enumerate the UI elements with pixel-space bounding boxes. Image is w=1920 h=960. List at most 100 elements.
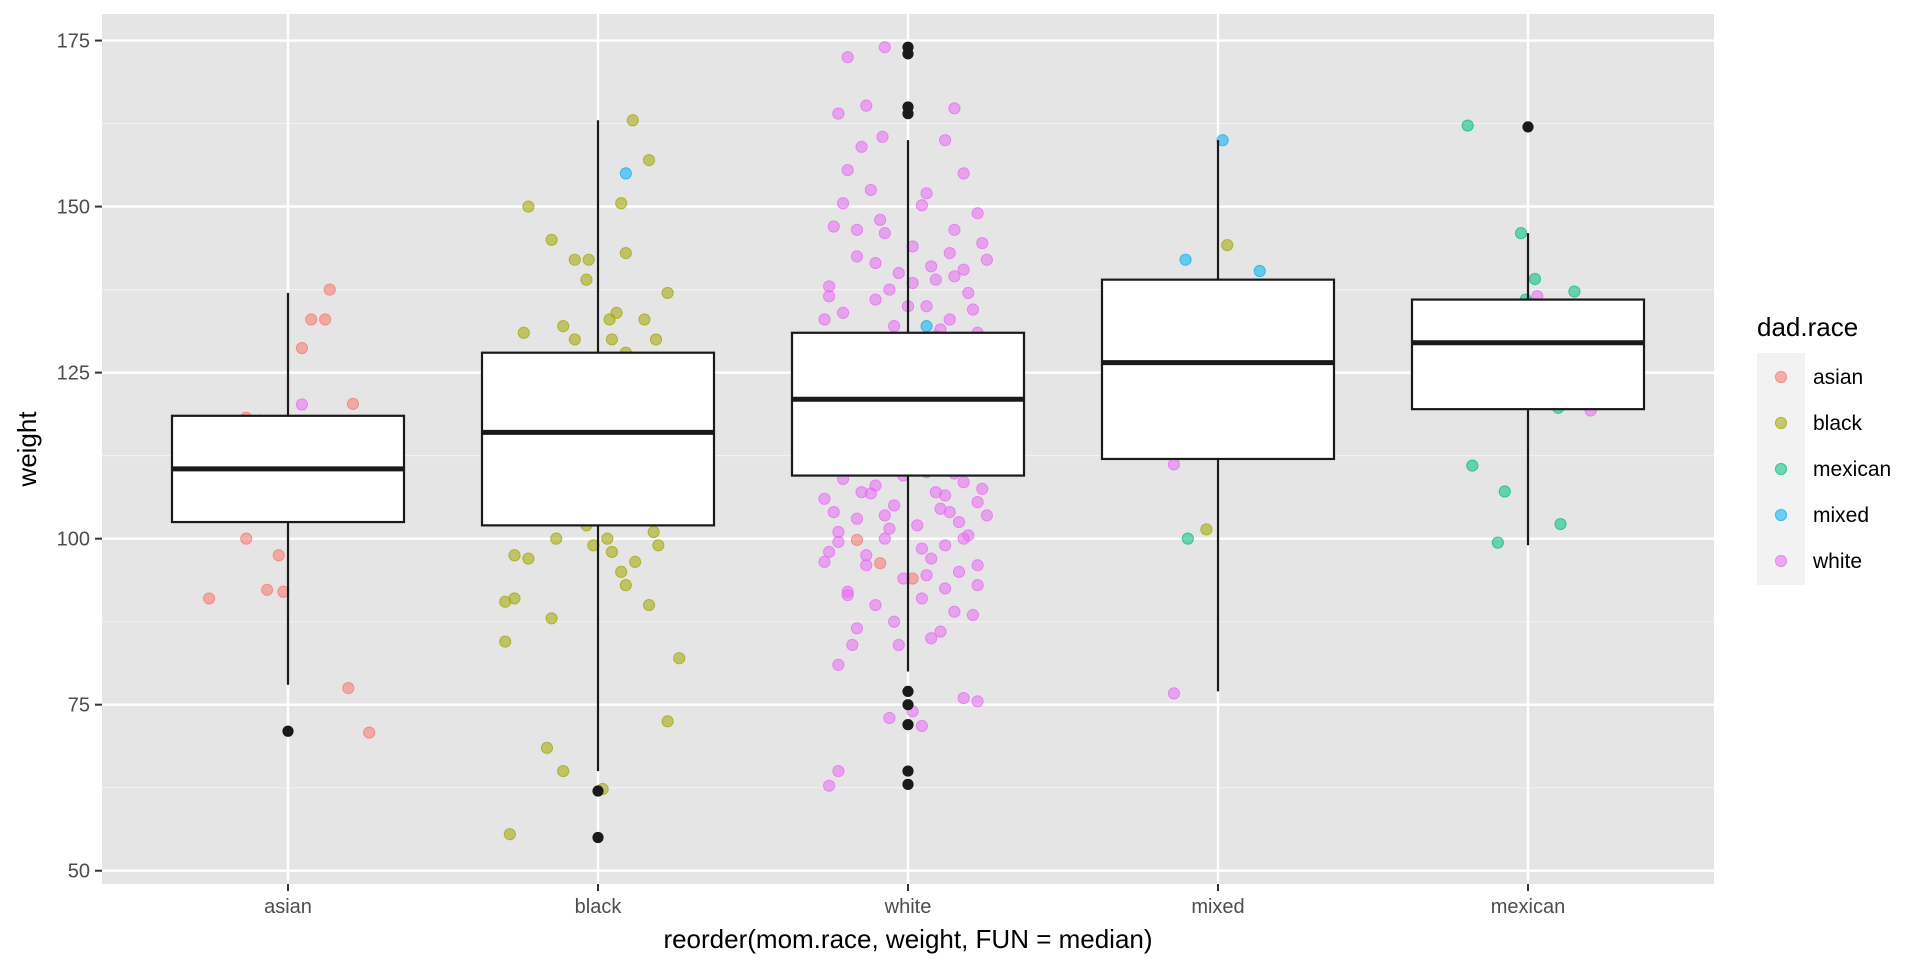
jitter-point-black (642, 154, 656, 167)
jitter-point-white (836, 306, 850, 319)
jitter-point-asian (261, 583, 274, 596)
outlier-point (902, 699, 914, 711)
outlier-point (902, 778, 914, 790)
x-tick-label: white (884, 896, 932, 918)
jitter-point-white (920, 569, 933, 582)
x-axis: asian black white mixed mexican (264, 884, 1565, 918)
outlier-point (902, 719, 914, 731)
jitter-point-black (661, 286, 674, 300)
jitter-point-white (948, 223, 961, 236)
jitter-point-white (952, 565, 966, 578)
jitter-point-black (508, 549, 521, 562)
y-tick-label: 100 (57, 529, 90, 551)
jitter-point-white (878, 41, 891, 54)
box-iqr (1100, 278, 1336, 461)
y-tick-label: 150 (57, 197, 90, 219)
outlier-point (282, 725, 294, 737)
jitter-point-white (876, 130, 889, 143)
jitter-point-white (841, 589, 854, 602)
jitter-point-black (540, 741, 554, 754)
legend-key-asian (1774, 370, 1788, 384)
jitter-point-asian (850, 533, 864, 547)
jitter-point-white (883, 711, 896, 725)
jitter-point-asian (203, 592, 216, 605)
jitter-point-mixed (619, 167, 632, 180)
jitter-point-mixed (920, 320, 933, 333)
jitter-point-black (568, 253, 581, 266)
jitter-point-mexican (1461, 119, 1474, 132)
jitter-point-asian (295, 341, 309, 355)
jitter-point-white (827, 505, 840, 519)
jitter-point-black (642, 598, 656, 612)
x-tick-label: mexican (1491, 896, 1565, 918)
jitter-point-asian (272, 549, 285, 562)
outlier-point (592, 831, 604, 844)
jitter-point-white (878, 509, 891, 522)
jitter-point-black (503, 828, 516, 841)
jitter-point-white (892, 266, 905, 280)
jitter-point-white (883, 283, 896, 296)
jitter-point-white (971, 207, 984, 220)
jitter-point-black (582, 253, 595, 266)
jitter-point-white (943, 313, 956, 326)
jitter-point-white (966, 608, 980, 622)
jitter-point-black (580, 273, 593, 286)
jitter-point-black (568, 333, 581, 346)
jitter-point-white (971, 579, 984, 592)
y-tick-label: 75 (68, 695, 90, 717)
jitter-point-white (887, 320, 901, 333)
jitter-point-white (915, 719, 929, 733)
jitter-point-white (957, 167, 970, 180)
jitter-point-black (610, 306, 623, 319)
jitter-point-white (295, 398, 309, 411)
jitter-point-white (1167, 687, 1181, 700)
jitter-point-black (605, 333, 619, 346)
legend-entries: asian black mexican mixed white (1774, 366, 1891, 573)
jitter-point-white (823, 779, 836, 792)
jitter-point-black (661, 715, 674, 728)
legend: dad.race asian black mexican mixed white (1757, 312, 1891, 585)
jitter-point-mexican (1466, 459, 1479, 472)
jitter-point-white (929, 273, 942, 286)
jitter-point-white (939, 539, 952, 552)
outlier-point (902, 48, 914, 60)
jitter-point-white (850, 512, 864, 525)
jitter-point-black (647, 525, 660, 539)
jitter-point-white (939, 134, 952, 147)
legend-label-mexican: mexican (1813, 458, 1891, 481)
boxes (170, 41, 1646, 844)
jitter-point-white (878, 227, 891, 240)
outlier-point (902, 765, 914, 777)
jitter-point-white (818, 313, 831, 326)
jitter-point-white (934, 625, 947, 638)
jitter-point-mexican (1554, 517, 1567, 531)
jitter-point-white (860, 549, 873, 562)
jitter-point-black (673, 652, 686, 665)
jitter-point-white (846, 638, 859, 652)
x-axis-title: reorder(mom.race, weight, FUN = median) (663, 924, 1152, 954)
legend-label-white: white (1812, 550, 1862, 573)
jitter-point-white (832, 535, 845, 549)
jitter-point-black (499, 635, 512, 648)
outlier-point (592, 785, 604, 797)
jitter-point-asian (240, 532, 253, 545)
jitter-point-white (883, 522, 896, 535)
jitter-point-white (832, 107, 845, 120)
jitter-point-black (499, 595, 512, 608)
jitter-point-white (966, 303, 980, 316)
jitter-point-white (971, 496, 984, 509)
legend-title: dad.race (1757, 312, 1858, 342)
jitter-point-white (957, 476, 970, 489)
jitter-point-white (869, 293, 882, 306)
jitter-point-black (649, 333, 663, 346)
jitter-point-white (980, 253, 993, 266)
jitter-point-black (601, 532, 614, 545)
jitter-point-white (957, 263, 970, 276)
jitter-point-white (850, 223, 864, 236)
jitter-point-white (887, 499, 901, 512)
jitter-point-mexican (1568, 285, 1581, 298)
box-iqr (790, 331, 1026, 477)
jitter-point-white (915, 542, 929, 555)
jitter-point-white (962, 286, 975, 300)
